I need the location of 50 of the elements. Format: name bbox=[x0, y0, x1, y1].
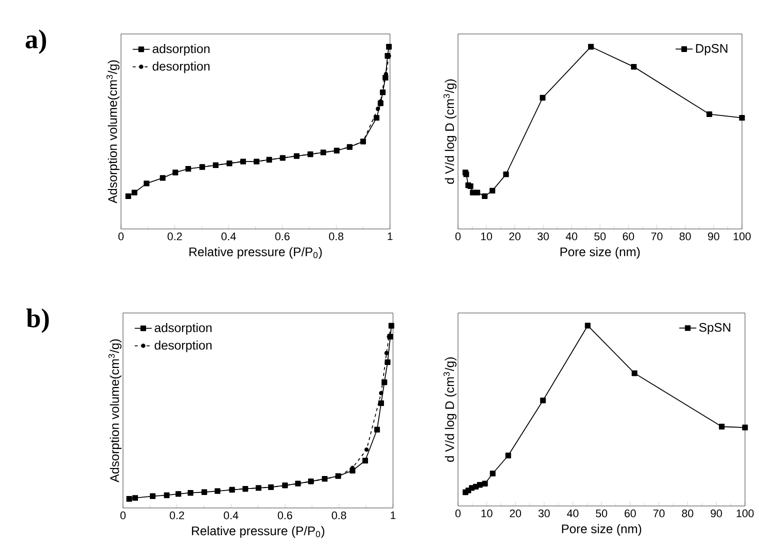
legend-label: desorption bbox=[152, 62, 210, 74]
x-tick-label: 10 bbox=[481, 232, 492, 240]
x-tick-label: 30 bbox=[538, 232, 549, 240]
x-tick-label: 10 bbox=[481, 510, 492, 518]
x-tick-label: 50 bbox=[596, 510, 608, 518]
x-tick-label: 40 bbox=[566, 232, 578, 240]
x-tick-label: 0.6 bbox=[278, 512, 292, 520]
x-tick-label: 90 bbox=[710, 510, 722, 518]
text: a) bbox=[26, 30, 46, 54]
x-axis-title: Pore size (nm) bbox=[562, 524, 642, 536]
x-tick-label: 0.4 bbox=[221, 232, 236, 240]
x-tick-label: 70 bbox=[651, 232, 662, 240]
x-tick-label: 20 bbox=[510, 510, 522, 518]
x-tick-label: 0.8 bbox=[329, 232, 344, 240]
x-tick-label: 30 bbox=[538, 510, 550, 518]
x-tick-label: 60 bbox=[622, 232, 634, 240]
legend-label: desorption bbox=[154, 340, 212, 352]
y-axis-title: Adsorption volume(cm$^{3}$/g) bbox=[108, 339, 122, 482]
x-axis-title: Pore size (nm) bbox=[560, 247, 640, 259]
x-tick-label: 20 bbox=[509, 232, 520, 240]
x-tick-label: 0.8 bbox=[332, 512, 346, 520]
x-tick-label: 1 bbox=[388, 232, 393, 240]
x-tick-label: 50 bbox=[594, 232, 606, 240]
legend-label: DpSN bbox=[696, 44, 728, 56]
x-tick-label: 0 bbox=[120, 512, 126, 520]
x-tick-label: 0.4 bbox=[224, 512, 238, 520]
text: b) bbox=[26, 308, 49, 333]
x-tick-label: 0.6 bbox=[275, 232, 290, 240]
x-tick-label: 1 bbox=[390, 512, 396, 520]
x-tick-label: 80 bbox=[680, 232, 691, 240]
x-tick-label: 80 bbox=[682, 510, 694, 518]
x-tick-label: 0.2 bbox=[168, 232, 182, 240]
x-axis-title: Relative pressure (P/P$_{0}$) bbox=[192, 526, 324, 538]
x-axis-title: Relative pressure (P/P$_{0}$) bbox=[189, 247, 322, 259]
y-axis-title: Adsorption volume(cm$^{3}$/g) bbox=[106, 60, 120, 204]
legend-label: adsorption bbox=[154, 323, 212, 335]
x-tick-label: 0 bbox=[455, 510, 461, 518]
legend-label: adsorption bbox=[152, 44, 210, 56]
x-tick-label: 0 bbox=[455, 232, 461, 240]
y-axis-title: d V/d log D (cm$^{3}$/g) bbox=[443, 79, 456, 184]
x-tick-label: 0 bbox=[118, 232, 124, 240]
x-tick-label: 60 bbox=[624, 510, 636, 518]
y-axis-title: d V/d log D (cm$^{3}$/g) bbox=[443, 357, 456, 462]
x-tick-label: 0.2 bbox=[170, 512, 184, 520]
x-tick-label: 100 bbox=[736, 510, 754, 518]
x-tick-label: 40 bbox=[566, 510, 578, 518]
x-tick-label: 90 bbox=[708, 232, 720, 240]
x-tick-label: 100 bbox=[734, 232, 751, 240]
legend-label: SpSN bbox=[699, 322, 730, 334]
x-tick-label: 70 bbox=[653, 510, 665, 518]
